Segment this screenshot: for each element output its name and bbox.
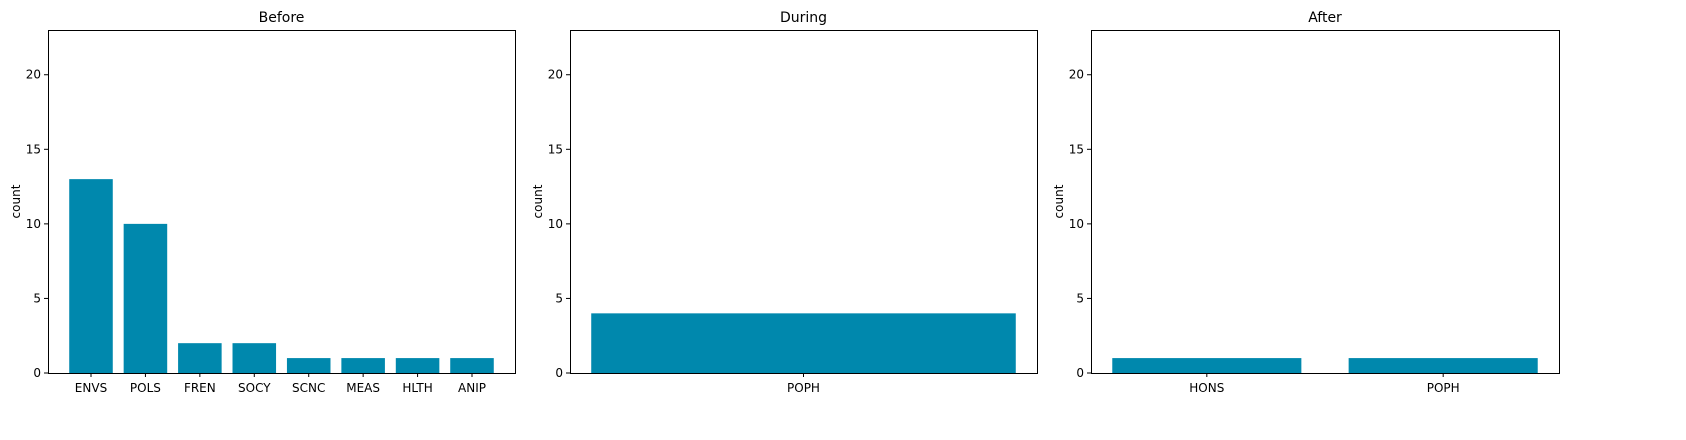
chart-title: During xyxy=(780,10,827,26)
x-ticks: HONS POPH xyxy=(1189,373,1460,395)
x-tick-label: SCNC xyxy=(292,381,325,395)
plot-frame xyxy=(48,30,516,374)
bar-group xyxy=(1112,358,1538,373)
y-tick-label: 5 xyxy=(1076,291,1084,305)
y-tick-label: 15 xyxy=(26,142,41,156)
bar-poph xyxy=(591,313,1016,373)
bar-scnc xyxy=(286,358,331,373)
y-tick-label: 0 xyxy=(555,366,563,380)
x-tick-label: POPH xyxy=(1427,381,1460,395)
bar-group xyxy=(69,179,494,373)
y-ticks: 0 5 10 15 20 xyxy=(1069,68,1091,380)
y-ticks: 0 5 10 15 20 xyxy=(548,68,570,380)
x-tick-label: MEAS xyxy=(346,381,380,395)
bar-group xyxy=(591,313,1016,373)
y-ticks: 0 5 10 15 20 xyxy=(26,68,48,380)
y-tick-label: 10 xyxy=(1069,217,1084,231)
plot-frame xyxy=(1091,30,1560,374)
y-axis-label: count xyxy=(531,184,545,218)
bar-socy xyxy=(232,343,277,373)
y-tick-label: 5 xyxy=(33,291,41,305)
x-tick-label: SOCY xyxy=(238,381,271,395)
chart-title: After xyxy=(1308,10,1342,26)
chart-panel-after: After count 0 5 10 15 20 HONS POPH xyxy=(1052,10,1560,395)
y-axis-label: count xyxy=(9,184,23,218)
x-ticks: ENVS POLS FREN SOCY SCNC MEAS HLTH ANIP xyxy=(75,373,486,395)
x-tick-label: FREN xyxy=(184,381,216,395)
y-tick-label: 10 xyxy=(26,217,41,231)
chart-title: Before xyxy=(259,10,305,26)
bar-hlth xyxy=(395,358,440,373)
y-tick-label: 15 xyxy=(1069,142,1084,156)
bar-meas xyxy=(341,358,385,373)
y-tick-label: 20 xyxy=(1069,68,1084,82)
x-ticks: POPH xyxy=(787,373,820,395)
chart-panel-during: During count 0 5 10 15 20 POPH xyxy=(531,10,1038,395)
bar-anip xyxy=(450,358,494,373)
x-tick-label: HLTH xyxy=(402,381,432,395)
x-tick-label: ENVS xyxy=(75,381,107,395)
x-tick-label: HONS xyxy=(1189,381,1224,395)
x-tick-label: ANIP xyxy=(458,381,486,395)
y-tick-label: 0 xyxy=(1076,366,1084,380)
x-tick-label: POPH xyxy=(787,381,820,395)
chart-panel-before: Before count 0 5 10 15 20 ENVS POLS FREN SOCY SC… xyxy=(9,10,516,395)
bar-envs xyxy=(69,179,113,373)
x-tick-label: POLS xyxy=(130,381,161,395)
bar-fren xyxy=(178,343,222,373)
y-tick-label: 20 xyxy=(26,68,41,82)
plot-frame xyxy=(570,30,1038,374)
y-axis-label: count xyxy=(1052,184,1066,218)
y-tick-label: 10 xyxy=(548,217,563,231)
bar-poph xyxy=(1348,358,1538,373)
y-tick-label: 15 xyxy=(548,142,563,156)
y-tick-label: 5 xyxy=(555,291,563,305)
y-tick-label: 20 xyxy=(548,68,563,82)
bar-pols xyxy=(123,223,168,373)
bar-hons xyxy=(1112,358,1302,373)
y-tick-label: 0 xyxy=(33,366,41,380)
